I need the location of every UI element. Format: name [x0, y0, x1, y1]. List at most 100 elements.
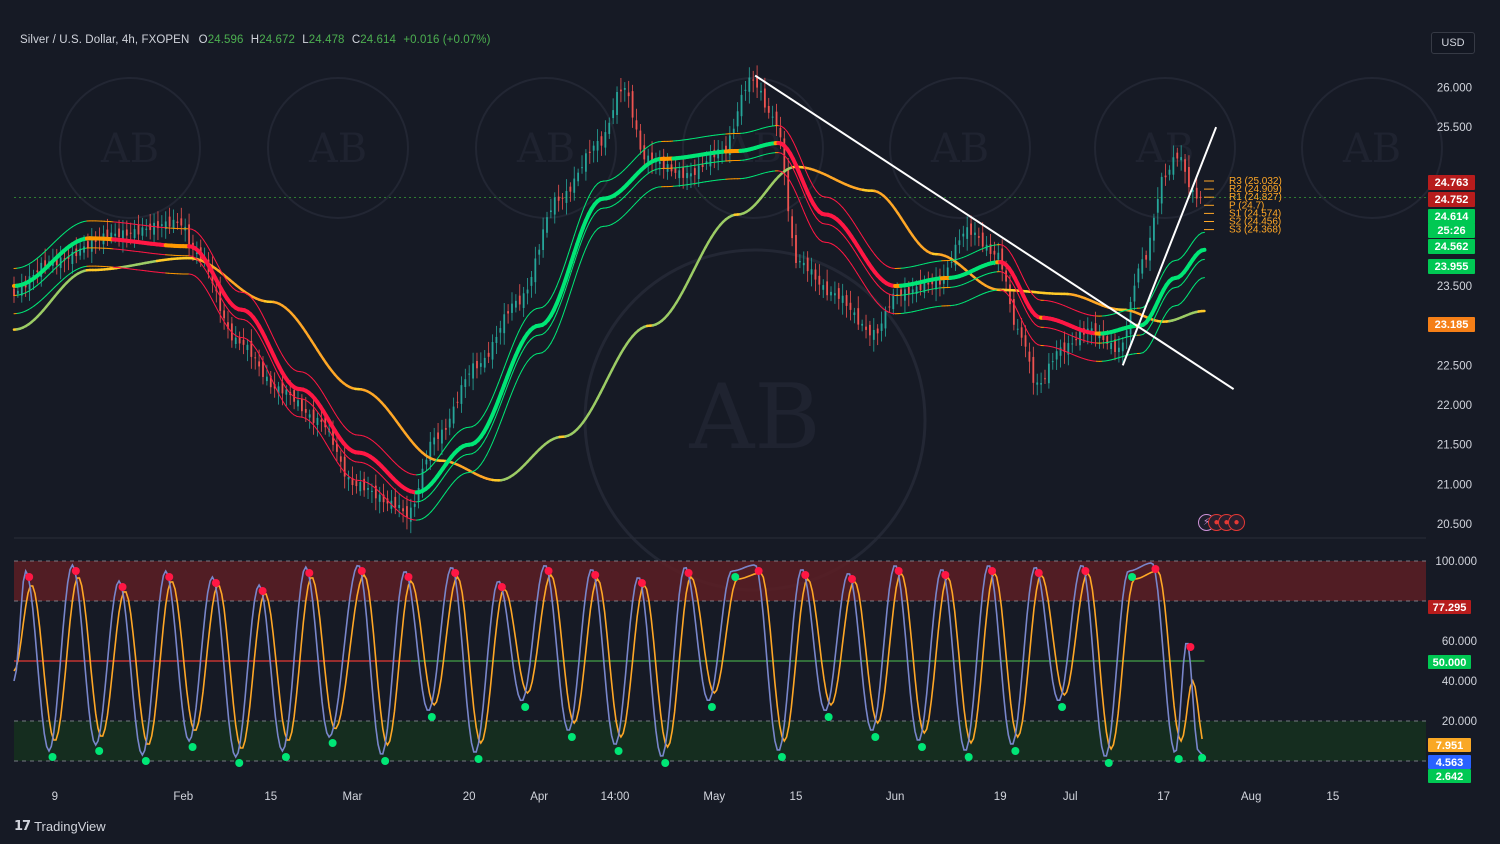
- ema-ribbon-segment: [445, 442, 450, 448]
- ema-ribbon-segment: [421, 516, 426, 520]
- ema-ribbon-segment: [474, 422, 479, 426]
- ema-ribbon-segment: [646, 171, 651, 175]
- candle-body: [1160, 176, 1163, 204]
- ema-ribbon-segment: [818, 239, 823, 243]
- ema-ribbon-segment: [1180, 254, 1185, 259]
- ema-ribbon-segment: [591, 231, 596, 237]
- ema-ribbon-segment: [206, 244, 210, 251]
- ema-ribbon-segment: [958, 302, 963, 305]
- ema-ribbon-segment: [427, 492, 432, 497]
- candle-body: [834, 293, 836, 296]
- sell-signal-dot: [357, 567, 366, 575]
- ema-ribbon-segment: [244, 319, 248, 322]
- osc-label-box: [1428, 769, 1471, 783]
- ema-ribbon-segment: [389, 457, 394, 462]
- ema-ribbon-segment: [1160, 271, 1165, 279]
- ema-ribbon-segment: [249, 341, 254, 346]
- y-tick-label: 21.000: [1437, 479, 1472, 491]
- ema-ribbon-segment: [865, 241, 870, 247]
- ema-ribbon-segment: [1072, 354, 1077, 357]
- ema-ribbon-segment: [1058, 348, 1062, 351]
- tradingview-logo[interactable]: 𝟭𝟳 TradingView: [14, 818, 106, 834]
- ema-ribbon-segment: [1023, 323, 1027, 331]
- ema-ribbon-segment: [500, 394, 505, 403]
- ema-ribbon-segment: [419, 499, 423, 503]
- sell-signal-dot: [544, 567, 553, 575]
- ema-ribbon-segment: [1028, 334, 1033, 340]
- ema-ribbon-segment: [629, 160, 634, 165]
- candle-body: [460, 385, 463, 404]
- brand-name: TradingView: [34, 818, 106, 834]
- candle-body: [612, 110, 615, 119]
- ema-ribbon-segment: [760, 172, 765, 175]
- ema-ribbon-segment: [751, 129, 756, 132]
- ema-ribbon-segment: [486, 448, 491, 456]
- candle-body: [989, 244, 992, 254]
- osc-y-tick-label: 20.000: [1442, 716, 1477, 728]
- candle-body: [526, 289, 529, 294]
- buy-signal-dot: [48, 753, 57, 761]
- ema-ribbon-segment: [430, 462, 435, 467]
- ema-ribbon-segment: [249, 296, 254, 301]
- ema-ribbon-segment: [232, 314, 237, 318]
- ema-ribbon-segment: [789, 135, 794, 142]
- candle-body: [456, 401, 459, 403]
- ema-ribbon-segment: [1125, 309, 1130, 311]
- ema-ribbon-segment: [445, 487, 450, 493]
- ema-ribbon-segment: [579, 209, 584, 219]
- ema-ribbon-segment: [302, 398, 307, 401]
- ema-ribbon-segment: [331, 453, 336, 459]
- ema-ribbon-segment: [1058, 303, 1062, 306]
- ema-ribbon-segment: [28, 288, 33, 292]
- candle-body: [157, 221, 159, 229]
- ema-ribbon-segment: [477, 418, 482, 424]
- sell-signal-dot: [258, 587, 267, 595]
- flag-icon[interactable]: ●: [1228, 514, 1245, 531]
- ema-ribbon-segment: [1148, 295, 1153, 302]
- ema-ribbon-segment: [273, 364, 278, 372]
- ema-ribbon-segment: [885, 292, 890, 295]
- watermark-mark: AB: [100, 126, 159, 172]
- candle-body: [1195, 187, 1198, 199]
- ema-ribbon-segment: [217, 265, 222, 272]
- ema-ribbon-segment: [640, 149, 645, 153]
- ema-ribbon-segment: [369, 438, 374, 442]
- ema-ribbon-segment: [316, 411, 321, 417]
- candle-body: [756, 75, 758, 88]
- event-markers[interactable]: ⚡ ● ● ●: [1198, 514, 1245, 531]
- ema-ribbon-segment: [798, 180, 803, 189]
- candle-body: [402, 508, 404, 512]
- ema-ribbon-segment: [442, 491, 447, 497]
- ema-ribbon-segment: [807, 201, 812, 209]
- ema-ribbon-segment: [757, 155, 762, 158]
- trendline-layer[interactable]: [754, 74, 1235, 390]
- candle-body: [1110, 343, 1113, 350]
- osc-y-tick-label: 100.000: [1435, 556, 1477, 568]
- ema-ribbon-segment: [643, 146, 648, 151]
- ema-ribbon-segment: [66, 228, 70, 232]
- ema-ribbon-segment: [1017, 311, 1022, 319]
- candle-body: [1094, 323, 1097, 335]
- ema-ribbon-segment: [611, 176, 616, 180]
- ema-ribbon-segment: [1060, 304, 1065, 307]
- currency-button[interactable]: USD: [1431, 32, 1475, 54]
- ema-ribbon-segment: [1025, 283, 1030, 291]
- ema-ribbon-segment: [521, 319, 526, 327]
- candle-body: [1106, 336, 1109, 344]
- ema-ribbon-segment: [833, 199, 838, 203]
- ema-ribbon-segment: [544, 328, 549, 334]
- ema-ribbon-segment: [617, 217, 622, 222]
- ema-ribbon-segment: [1075, 337, 1080, 340]
- ema-ribbon-segment: [375, 442, 380, 447]
- ema-ribbon-segment: [620, 169, 625, 174]
- ema-ribbon-segment: [885, 265, 890, 268]
- ema-ribbon-segment: [955, 303, 960, 306]
- ema-ribbon-segment: [582, 247, 587, 257]
- ema-ribbon-segment: [456, 429, 461, 434]
- candle-body: [227, 322, 229, 329]
- ema-ribbon-segment: [1081, 357, 1086, 360]
- ema-ribbon-segment: [874, 253, 879, 259]
- ema-ribbon-segment: [521, 365, 526, 372]
- ema-ribbon-segment: [553, 285, 558, 294]
